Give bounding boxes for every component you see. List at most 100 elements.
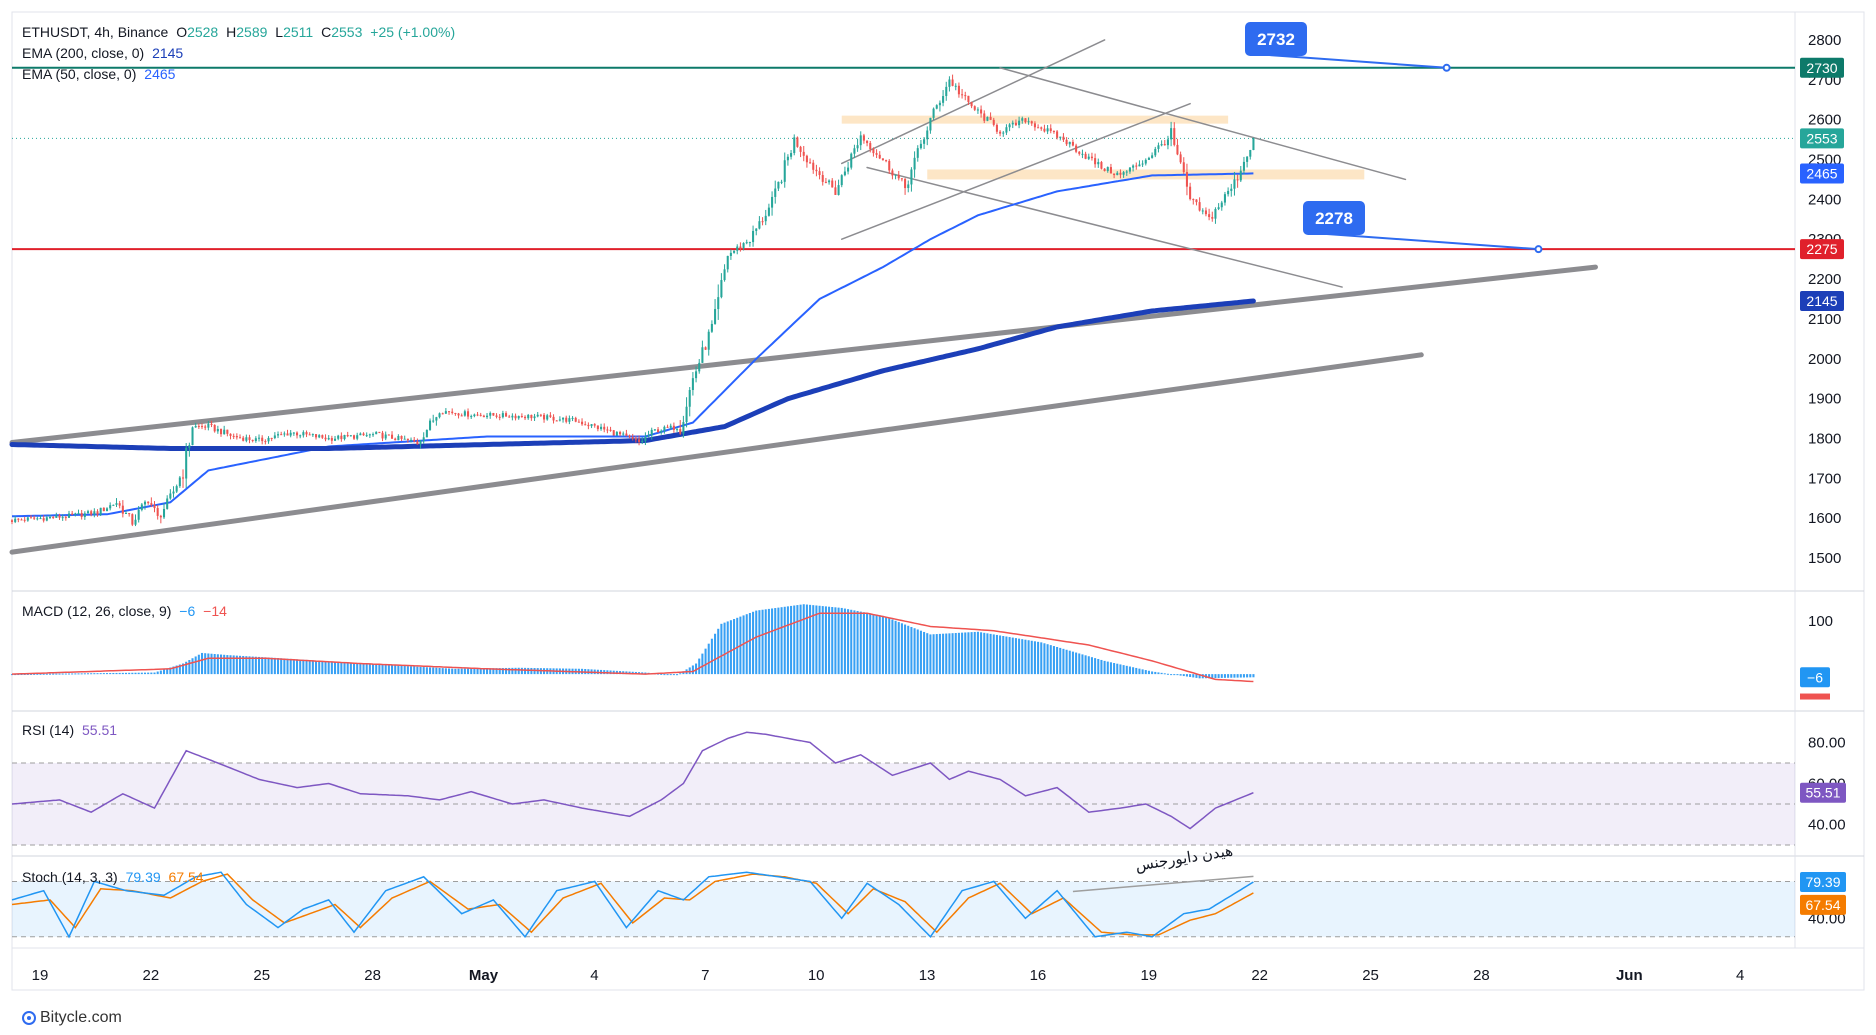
candle (346, 435, 349, 437)
candle (1122, 172, 1125, 175)
macd-histogram-bar (55, 673, 58, 675)
macd-histogram-bar (207, 653, 210, 675)
macd-histogram-bar (679, 673, 682, 675)
price-tick-label: 2600 (1808, 112, 1841, 129)
macd-histogram-bar (853, 610, 856, 675)
macd-histogram-bar (213, 654, 216, 675)
macd-histogram-bar (305, 659, 308, 675)
candle (1230, 188, 1233, 191)
stoch-legend[interactable]: Stoch (14, 3, 3) 79.39 67.54 (22, 869, 208, 885)
macd-histogram-bar (80, 673, 83, 675)
macd-histogram-bar (1056, 646, 1059, 675)
macd-histogram-bar (1217, 674, 1220, 678)
candle (831, 180, 834, 188)
macd-histogram-bar (1125, 665, 1128, 675)
macd-histogram-bar (634, 671, 637, 675)
macd-histogram-bar (1246, 674, 1249, 678)
candle (954, 85, 957, 87)
macd-histogram-bar (137, 672, 140, 675)
macd-histogram-bar (77, 673, 80, 675)
candle (562, 417, 565, 420)
candle (802, 151, 805, 156)
macd-histogram-bar (1182, 674, 1185, 677)
candle (384, 434, 387, 439)
candle (1125, 171, 1128, 173)
candle (714, 309, 717, 324)
candle (1046, 128, 1049, 132)
candle (1132, 165, 1135, 168)
candle (1059, 136, 1062, 138)
candle (1242, 161, 1245, 171)
rsi-legend[interactable]: RSI (14) 55.51 (22, 722, 121, 738)
candle (729, 252, 732, 256)
candle (1068, 141, 1071, 145)
candle (441, 413, 444, 415)
candle (410, 439, 413, 441)
macd-histogram-bar (748, 612, 751, 675)
candle (726, 255, 729, 270)
candle (593, 424, 596, 426)
macd-histogram-bar (441, 668, 444, 675)
macd-histogram-bar (172, 666, 175, 675)
macd-histogram-bar (74, 673, 77, 675)
candle (391, 434, 394, 439)
candle (52, 516, 55, 518)
time-tick-label: 22 (1251, 967, 1268, 984)
macd-histogram-bar (492, 668, 495, 675)
macd-histogram-bar (191, 658, 194, 675)
price-label-support-text: 2275 (1806, 241, 1837, 257)
candle (467, 411, 470, 417)
ema200-legend[interactable]: EMA (200, close, 0) 2145 (22, 45, 187, 61)
candle (58, 515, 61, 518)
candle (1037, 127, 1040, 129)
callout-2278-box (1303, 201, 1365, 235)
macd-histogram-bar (188, 660, 191, 675)
candle (837, 185, 840, 195)
macd-histogram-bar (295, 659, 299, 675)
candle (416, 441, 419, 445)
macd-histogram-bar (276, 658, 280, 675)
time-tick-label: 19 (1140, 967, 1157, 984)
candle (862, 135, 865, 141)
macd-histogram-bar (1116, 663, 1119, 675)
macd-histogram-bar (723, 622, 726, 675)
candle (137, 509, 140, 520)
candle (514, 415, 517, 419)
macd-histogram-bar (356, 663, 359, 675)
macd-histogram-bar (473, 668, 476, 675)
candle (451, 411, 454, 413)
macd-histogram-bar (821, 606, 824, 675)
macd-histogram-bar (1068, 650, 1071, 675)
macd-histogram-bar (970, 632, 973, 675)
macd-histogram-bar (90, 673, 93, 675)
candle (752, 230, 755, 243)
ema200-line (9, 298, 1256, 451)
macd-histogram-bar (444, 668, 447, 675)
macd-histogram-bar (758, 610, 761, 675)
callout-2278-pointer (1312, 232, 1539, 251)
candle (118, 503, 121, 506)
candle (337, 435, 340, 439)
candle (1103, 168, 1106, 171)
macd-histogram-bar (368, 664, 371, 675)
candle (147, 501, 150, 504)
macd-value: −6 (179, 603, 196, 619)
macd-histogram-bar (973, 631, 976, 675)
macd-histogram-bar (210, 653, 213, 675)
candle (777, 181, 780, 189)
candle (517, 416, 520, 419)
candle (1138, 164, 1141, 167)
macd-histogram-bar (147, 672, 150, 675)
macd-histogram-bar (897, 622, 900, 675)
supply-zone (927, 169, 1365, 180)
candle (419, 440, 422, 445)
ema50-legend[interactable]: EMA (50, close, 0) 2465 (22, 66, 179, 82)
macd-histogram-bar (498, 668, 501, 675)
candle (1040, 127, 1043, 129)
macd-legend[interactable]: MACD (12, 26, close, 9) −6 −14 (22, 603, 231, 619)
macd-histogram-bar (343, 662, 346, 675)
macd-histogram-bar (767, 608, 770, 675)
rsi-tick-label: 40.00 (1808, 817, 1846, 834)
macd-histogram-bar (862, 612, 865, 675)
